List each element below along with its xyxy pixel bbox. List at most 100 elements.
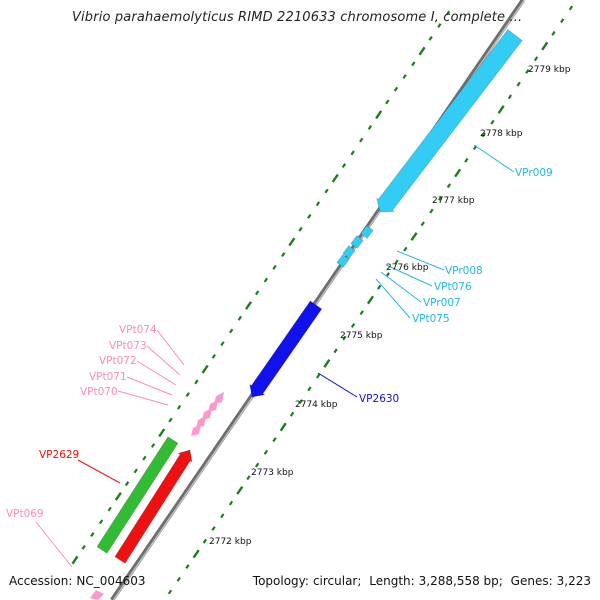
scale-label-2778: 2778 kbp — [480, 129, 523, 139]
minor-tick — [324, 188, 329, 194]
trna-vpt069-mark — [90, 590, 104, 600]
minor-tick — [237, 315, 243, 321]
gene-vp2629-red — [114, 449, 193, 564]
label-vpt070[interactable]: VPt070 — [80, 386, 118, 398]
leader-vpt073 — [146, 345, 181, 376]
scale-label-2775: 2775 kbp — [340, 331, 383, 341]
minor-tick — [516, 81, 521, 87]
minor-tick — [445, 10, 451, 16]
minor-tick — [150, 443, 156, 448]
minor-tick — [133, 468, 138, 474]
minor-tick — [81, 544, 86, 550]
minor-tick — [272, 437, 277, 443]
minor-tick — [402, 74, 407, 79]
label-vpt074[interactable]: VPt074 — [119, 324, 157, 336]
minor-tick — [568, 5, 574, 11]
label-vpr009[interactable]: VPr009 — [515, 167, 553, 179]
major-tick — [418, 46, 426, 56]
minor-tick — [185, 392, 190, 398]
minor-tick — [490, 119, 495, 125]
footer-genome-stats: Topology: circular; Length: 3,288,558 bp; … — [253, 574, 591, 588]
minor-tick — [437, 23, 442, 29]
minor-tick — [560, 18, 565, 24]
minor-tick — [194, 379, 199, 385]
label-vp2630[interactable]: VP2630 — [359, 393, 399, 405]
major-tick — [71, 555, 79, 565]
minor-tick — [420, 221, 425, 227]
minor-tick — [350, 322, 356, 328]
major-tick — [201, 364, 209, 374]
minor-tick — [411, 61, 416, 67]
genes-label: Genes: — [510, 574, 553, 588]
length-label: Length: — [369, 574, 415, 588]
label-vpt073[interactable]: VPt073 — [109, 340, 147, 352]
trna-chevron-pink-4 — [191, 424, 201, 436]
minor-tick — [202, 538, 208, 544]
minor-tick — [437, 195, 443, 201]
minor-tick — [289, 411, 295, 417]
minor-tick — [254, 290, 260, 296]
feature-glyphs — [90, 28, 523, 600]
map-title: Vibrio parahaemolyticus RIMD 2210633 chr… — [72, 10, 523, 25]
minor-tick — [307, 213, 312, 219]
minor-tick — [124, 481, 130, 487]
leader-vp2629 — [77, 459, 121, 484]
leader-vpt070 — [117, 390, 169, 406]
rna-chevron-cyan-1 — [350, 235, 364, 249]
major-tick — [366, 295, 374, 305]
minor-tick — [211, 353, 216, 359]
minor-tick — [393, 86, 399, 92]
rna-chevron-cyan-0 — [360, 225, 374, 239]
major-tick — [279, 422, 287, 432]
minor-tick — [385, 99, 390, 105]
minor-tick — [142, 455, 147, 461]
minor-tick — [446, 183, 452, 189]
minor-tick — [220, 513, 225, 519]
accession-value: NC_004603 — [76, 574, 146, 588]
minor-tick — [507, 94, 513, 100]
minor-tick — [350, 150, 355, 156]
minor-tick — [403, 246, 408, 252]
label-vpt071[interactable]: VPt071 — [89, 371, 127, 383]
leader-vpt071 — [126, 376, 173, 396]
minor-tick — [272, 264, 277, 270]
minor-tick — [333, 348, 338, 354]
major-tick — [410, 232, 418, 241]
scale-label-2776: 2776 kbp — [386, 263, 429, 273]
minor-tick — [359, 137, 364, 143]
scale-label-2772: 2772 kbp — [209, 537, 252, 547]
major-tick — [323, 359, 331, 368]
major-tick — [288, 237, 296, 247]
topology-label: Topology: — [252, 574, 309, 588]
scale-labels: 2772 kbp 2773 kbp 2774 kbp 2775 kbp 2776… — [209, 65, 571, 547]
leader-vpt076 — [385, 264, 433, 287]
rrna-vpr009 — [376, 28, 523, 213]
minor-tick — [176, 576, 181, 582]
minor-tick — [315, 201, 321, 207]
minor-tick — [107, 506, 112, 512]
label-vp2629[interactable]: VP2629 — [39, 449, 79, 461]
leader-vpt075 — [375, 278, 411, 319]
minor-tick — [228, 500, 234, 506]
minor-tick — [307, 386, 312, 392]
label-vpt076[interactable]: VPt076 — [434, 281, 472, 293]
label-vpt069[interactable]: VPt069 — [6, 508, 44, 520]
minor-tick — [263, 277, 269, 283]
minor-tick — [428, 35, 433, 41]
scale-label-2779: 2779 kbp — [528, 65, 571, 75]
minor-tick — [228, 328, 234, 334]
minor-tick — [429, 208, 434, 214]
scale-label-2773: 2773 kbp — [251, 468, 294, 478]
minor-tick — [376, 284, 382, 290]
major-tick — [331, 173, 339, 183]
label-vpt072[interactable]: VPt072 — [99, 355, 137, 367]
label-vpr007[interactable]: VPr007 — [423, 297, 461, 309]
major-tick — [375, 110, 383, 120]
minor-tick — [298, 399, 303, 405]
minor-tick — [464, 157, 469, 163]
minor-tick — [168, 417, 173, 423]
label-vpr008[interactable]: VPr008 — [445, 265, 483, 277]
leader-vp2630 — [317, 372, 358, 398]
minor-tick — [211, 526, 216, 531]
label-vpt075[interactable]: VPt075 — [412, 313, 450, 325]
